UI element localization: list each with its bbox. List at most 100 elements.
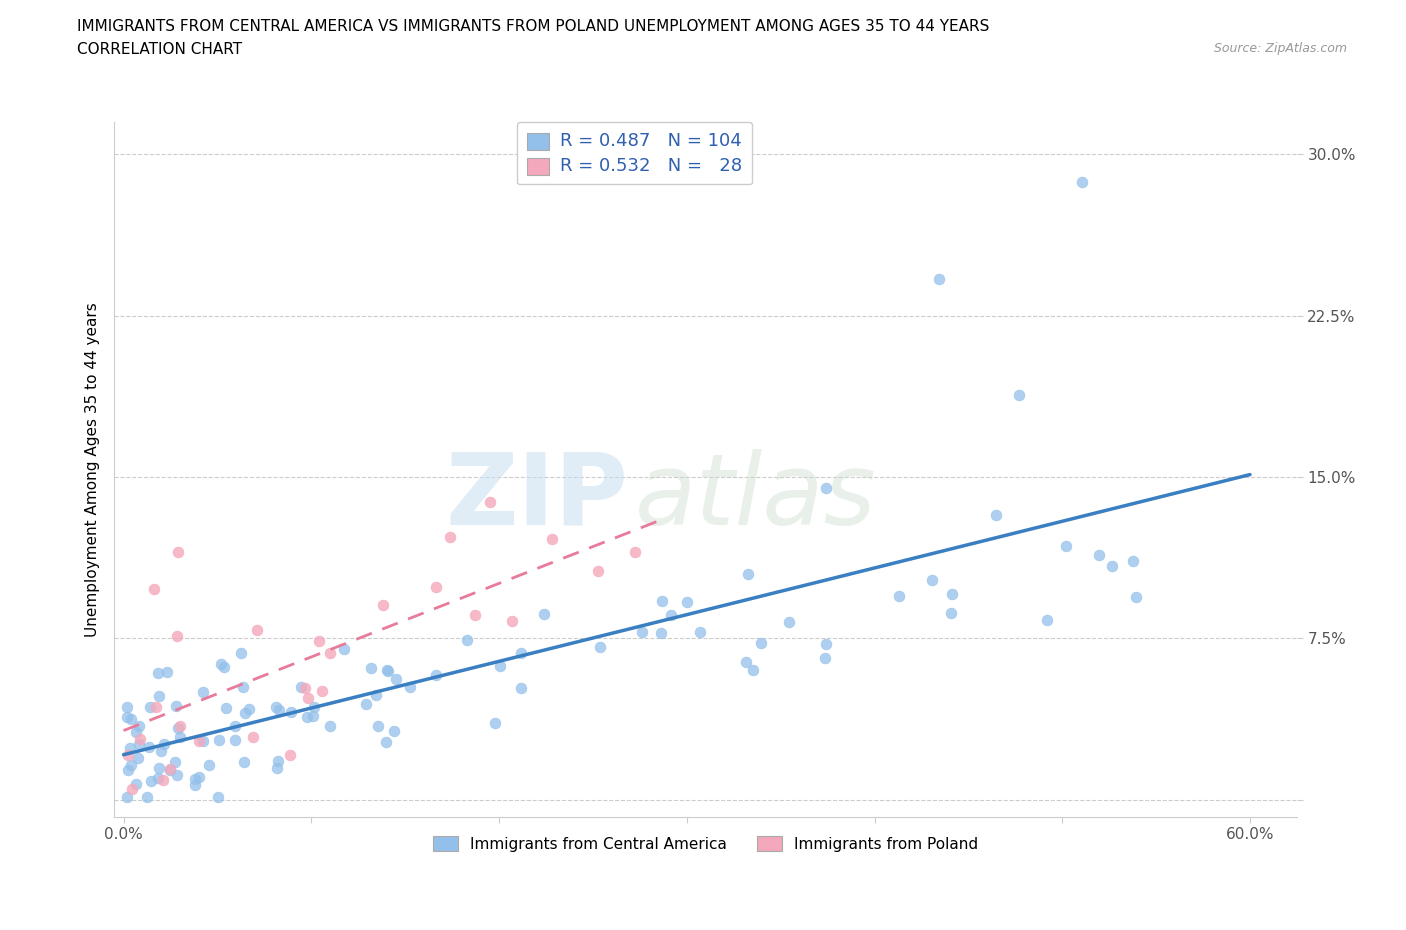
Point (986, 508, 1008, 523)
Point (630, 625, 652, 640)
Point (121, 781, 143, 796)
Point (425, 579, 447, 594)
Point (484, 715, 506, 730)
Point (1088, 548, 1111, 563)
Point (233, 705, 256, 720)
Point (1071, 175, 1094, 190)
Point (169, 729, 191, 744)
Point (623, 545, 645, 560)
Point (191, 684, 214, 699)
Point (208, 733, 231, 748)
Point (588, 640, 610, 655)
Point (193, 734, 215, 749)
Point (297, 691, 319, 706)
Text: ZIP: ZIP (446, 448, 628, 546)
Point (374, 735, 396, 750)
Point (333, 642, 356, 657)
Text: atlas: atlas (634, 448, 876, 546)
Point (1036, 612, 1059, 627)
Point (127, 751, 149, 766)
Point (165, 754, 187, 769)
Point (207, 790, 229, 804)
Point (159, 762, 181, 777)
Point (509, 680, 531, 695)
Point (815, 637, 838, 652)
Point (139, 700, 162, 715)
Point (541, 531, 564, 546)
Point (145, 699, 167, 714)
Point (302, 699, 325, 714)
Point (117, 710, 139, 724)
Point (290, 680, 312, 695)
Point (319, 645, 342, 660)
Point (166, 767, 188, 782)
Point (463, 607, 485, 622)
Point (129, 732, 152, 747)
Point (382, 724, 405, 739)
Point (142, 581, 165, 596)
Point (651, 594, 673, 609)
Point (117, 790, 139, 804)
Point (509, 645, 531, 660)
Point (136, 790, 159, 804)
Point (887, 589, 910, 604)
Point (266, 753, 288, 768)
Point (125, 777, 148, 791)
Point (146, 666, 169, 681)
Y-axis label: Unemployment Among Ages 35 to 44 years: Unemployment Among Ages 35 to 44 years (86, 302, 100, 637)
Point (661, 607, 683, 622)
Point (489, 658, 512, 673)
Point (188, 770, 211, 785)
Text: CORRELATION CHART: CORRELATION CHART (77, 42, 242, 57)
Point (156, 664, 179, 679)
Point (749, 635, 772, 650)
Point (456, 632, 478, 647)
Point (280, 704, 302, 719)
Point (941, 587, 963, 602)
Point (814, 651, 837, 666)
Point (125, 724, 148, 739)
Point (224, 733, 246, 748)
Point (354, 697, 377, 711)
Point (377, 663, 399, 678)
Point (399, 679, 422, 694)
Point (197, 758, 219, 773)
Point (373, 598, 395, 613)
Point (264, 699, 287, 714)
Point (939, 605, 962, 620)
Point (295, 710, 318, 724)
Point (212, 659, 235, 674)
Point (209, 657, 232, 671)
Point (148, 761, 170, 776)
Point (267, 702, 290, 717)
Point (360, 660, 382, 675)
Text: Source: ZipAtlas.com: Source: ZipAtlas.com (1213, 42, 1347, 55)
Point (689, 625, 711, 640)
Point (183, 777, 205, 792)
Point (117, 748, 139, 763)
Point (1054, 539, 1077, 554)
Point (675, 595, 697, 610)
Point (294, 680, 316, 695)
Point (1125, 590, 1147, 604)
Point (242, 730, 264, 745)
Point (153, 737, 176, 751)
Point (364, 687, 387, 702)
Point (501, 613, 523, 628)
Point (928, 272, 950, 286)
Point (165, 698, 187, 713)
Point (159, 763, 181, 777)
Point (311, 684, 333, 698)
Point (308, 633, 330, 648)
Point (742, 663, 765, 678)
Point (425, 667, 447, 682)
Point (166, 629, 188, 644)
Point (120, 758, 142, 773)
Point (278, 748, 301, 763)
Point (139, 774, 162, 789)
Point (439, 530, 461, 545)
Point (152, 772, 174, 787)
Point (128, 737, 150, 751)
Point (167, 721, 190, 736)
Point (117, 763, 139, 777)
